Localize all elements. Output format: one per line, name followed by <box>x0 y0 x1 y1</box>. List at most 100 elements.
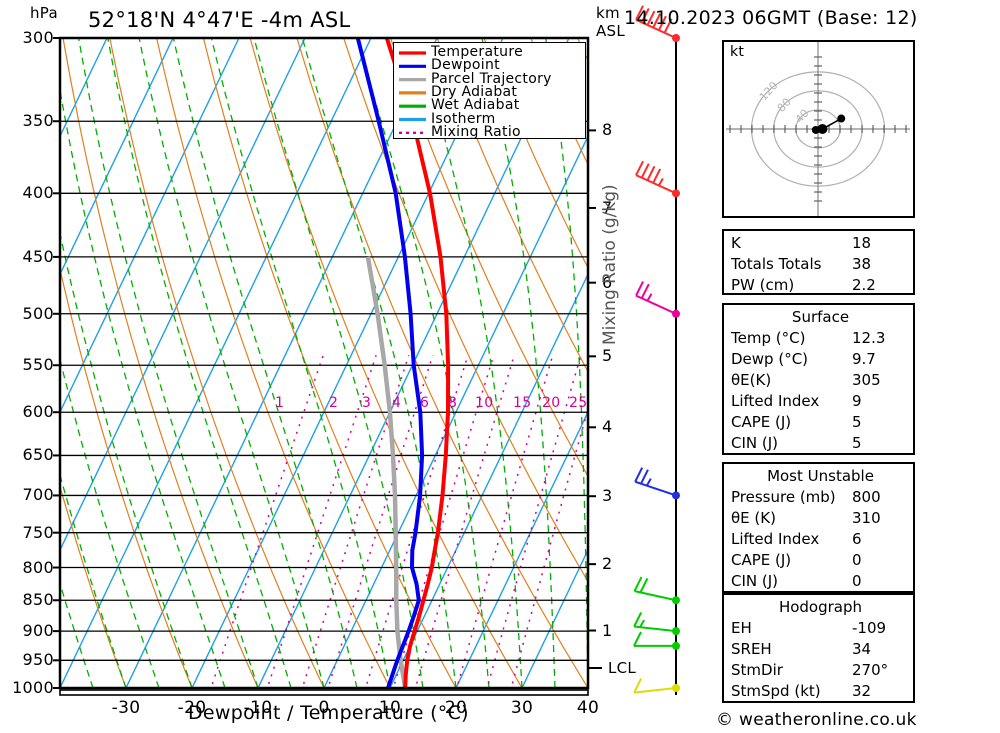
row-label-sreh: SREH <box>731 640 772 658</box>
legend-label-4: Wet Adiabat <box>431 97 520 114</box>
row-label-cape-j: CAPE (J) <box>731 413 792 431</box>
isobar-gridlines <box>60 120 588 661</box>
height-tick-8: 8 <box>602 120 613 140</box>
temperature-line <box>384 38 451 688</box>
row-value-cin-j: 5 <box>852 434 862 452</box>
pressure-tick-750: 750 <box>22 522 54 542</box>
hodograph-panel: kt <box>722 40 915 218</box>
row-value-e-k: 310 <box>852 509 881 527</box>
height-tick-2: 2 <box>602 554 613 574</box>
x-tick-30: 30 <box>510 698 534 718</box>
pressure-unit-label: hPa <box>30 4 58 22</box>
pressure-tick-950: 950 <box>22 650 54 670</box>
row-value-stmspd-kt: 32 <box>852 682 872 700</box>
x-tick-10: 10 <box>378 698 402 718</box>
pressure-tick-900: 900 <box>22 621 54 641</box>
pressure-tick-350: 350 <box>22 111 54 131</box>
lcl-label: LCL <box>608 659 637 677</box>
row-value-pressure-mb: 800 <box>852 488 881 506</box>
row-value-pw-cm: 2.2 <box>852 276 876 294</box>
mixing-ratio-label-8: 8 <box>448 395 458 411</box>
row-value-lifted-index: 9 <box>852 392 862 410</box>
legend-label-3: Dry Adiabat <box>431 83 518 100</box>
mixing-ratio-label-25: 25 <box>569 395 588 411</box>
legend-box: Temperature Dewpoint Parcel Trajectory Dry … <box>393 42 586 140</box>
forecast-datetime: 14.10.2023 06GMT (Base: 12) <box>624 7 918 29</box>
row-label-temp-c: Temp (°C) <box>731 329 806 347</box>
row-label-cape-j: CAPE (J) <box>731 551 792 569</box>
legend-label-6: Mixing Ratio <box>431 123 521 140</box>
height-tick-7: 7 <box>602 197 613 217</box>
most-unstable-panel: Most Unstable Pressure (mb) 800 θE (K) 310 L… <box>722 462 915 593</box>
mixing-ratio-label-2: 2 <box>329 395 339 411</box>
surface-panel: Surface Temp (°C) 12.3 Dewp (°C) 9.7 θE(K) 30… <box>722 303 915 455</box>
most-unstable-panel-title: Most Unstable <box>767 467 874 485</box>
mixing-ratio-label-15: 15 <box>513 395 532 411</box>
x-axis-title: Dewpoint / Temperature (°C) <box>188 702 469 724</box>
legend-label-0: Temperature <box>431 44 523 60</box>
pressure-tick-400: 400 <box>22 183 54 203</box>
row-label-totals-totals: Totals Totals <box>731 255 822 273</box>
row-label-lifted-index: Lifted Index <box>731 530 820 548</box>
row-label-lifted-index: Lifted Index <box>731 392 820 410</box>
x-tick--10: -10 <box>243 698 273 718</box>
dewpoint-line <box>355 38 425 688</box>
pressure-tick-550: 550 <box>22 355 54 375</box>
row-value-stmdir: 270° <box>852 661 889 679</box>
row-value-cape-j: 0 <box>852 551 862 569</box>
row-label-cin-j: CIN (J) <box>731 572 779 590</box>
height-tick-5: 5 <box>602 346 613 366</box>
mixing-ratio-label-1: 1 <box>275 395 285 411</box>
copyright-label: © weatheronline.co.uk <box>716 710 917 730</box>
pressure-tick-650: 650 <box>22 445 54 465</box>
row-value-cape-j: 5 <box>852 413 862 431</box>
plot-frame <box>58 36 590 690</box>
pressure-tick-1000: 1000 <box>12 678 54 697</box>
parcel-trajectory-line <box>365 256 408 688</box>
hodograph-unit-label: kt <box>730 44 745 60</box>
pressure-tick-850: 850 <box>22 590 54 610</box>
y-axis-title-right: Mixing Ratio (g/kg) <box>600 184 620 345</box>
mixing-ratio-label-3: 3 <box>362 395 372 411</box>
row-value-dewp-c: 9.7 <box>852 350 876 368</box>
x-tick-20: 20 <box>444 698 468 718</box>
row-value-e-k: 305 <box>852 371 881 389</box>
mixing-ratio-label-6: 6 <box>420 395 430 411</box>
pressure-tick-450: 450 <box>22 246 54 266</box>
row-label-pw-cm: PW (cm) <box>731 276 795 294</box>
height-tick-6: 6 <box>602 272 613 292</box>
height-ticks <box>588 129 602 669</box>
page-title: 52°18'N 4°47'E -4m ASL <box>88 8 351 32</box>
row-label-eh: EH <box>731 619 752 637</box>
row-label-e-k: θE(K) <box>731 371 772 389</box>
legend-label-2: Parcel Trajectory <box>431 70 552 87</box>
row-value-totals-totals: 38 <box>852 255 872 273</box>
indices-panel: K 18 Totals Totals 38 PW (cm) 2.2 <box>722 229 915 295</box>
pressure-tick-500: 500 <box>22 303 54 323</box>
row-label-e-k: θE (K) <box>731 509 776 527</box>
surface-panel-title: Surface <box>791 308 850 326</box>
row-label-k: K <box>731 234 741 252</box>
pressure-tick-300: 300 <box>22 28 54 47</box>
row-value-temp-c: 12.3 <box>852 329 886 347</box>
row-label-stmspd-kt: StmSpd (kt) <box>731 682 821 700</box>
pressure-ticks <box>53 37 60 689</box>
row-label-stmdir: StmDir <box>731 661 783 679</box>
pressure-tick-800: 800 <box>22 557 54 577</box>
row-label-dewp-c: Dewp (°C) <box>731 350 809 368</box>
row-value-eh: -109 <box>852 619 887 637</box>
wind-barbs <box>633 5 680 694</box>
axis-baseline <box>59 689 589 696</box>
row-value-cin-j: 0 <box>852 572 862 590</box>
row-label-pressure-mb: Pressure (mb) <box>731 488 836 506</box>
height-tick-1: 1 <box>602 620 613 640</box>
row-value-sreh: 34 <box>852 640 872 658</box>
height-unit-label-asl: ASL <box>596 22 626 40</box>
height-tick-4: 4 <box>602 417 613 437</box>
x-tick-0: 0 <box>318 698 330 718</box>
row-value-k: 18 <box>852 234 872 252</box>
mixing-ratio-label-4: 4 <box>392 395 402 411</box>
hodograph-stats-title: Hodograph <box>778 598 863 616</box>
pressure-tick-600: 600 <box>22 402 54 422</box>
hodograph-stats-panel: Hodograph EH -109 SREH 34 StmDir 270° StmSpd (… <box>722 593 915 703</box>
